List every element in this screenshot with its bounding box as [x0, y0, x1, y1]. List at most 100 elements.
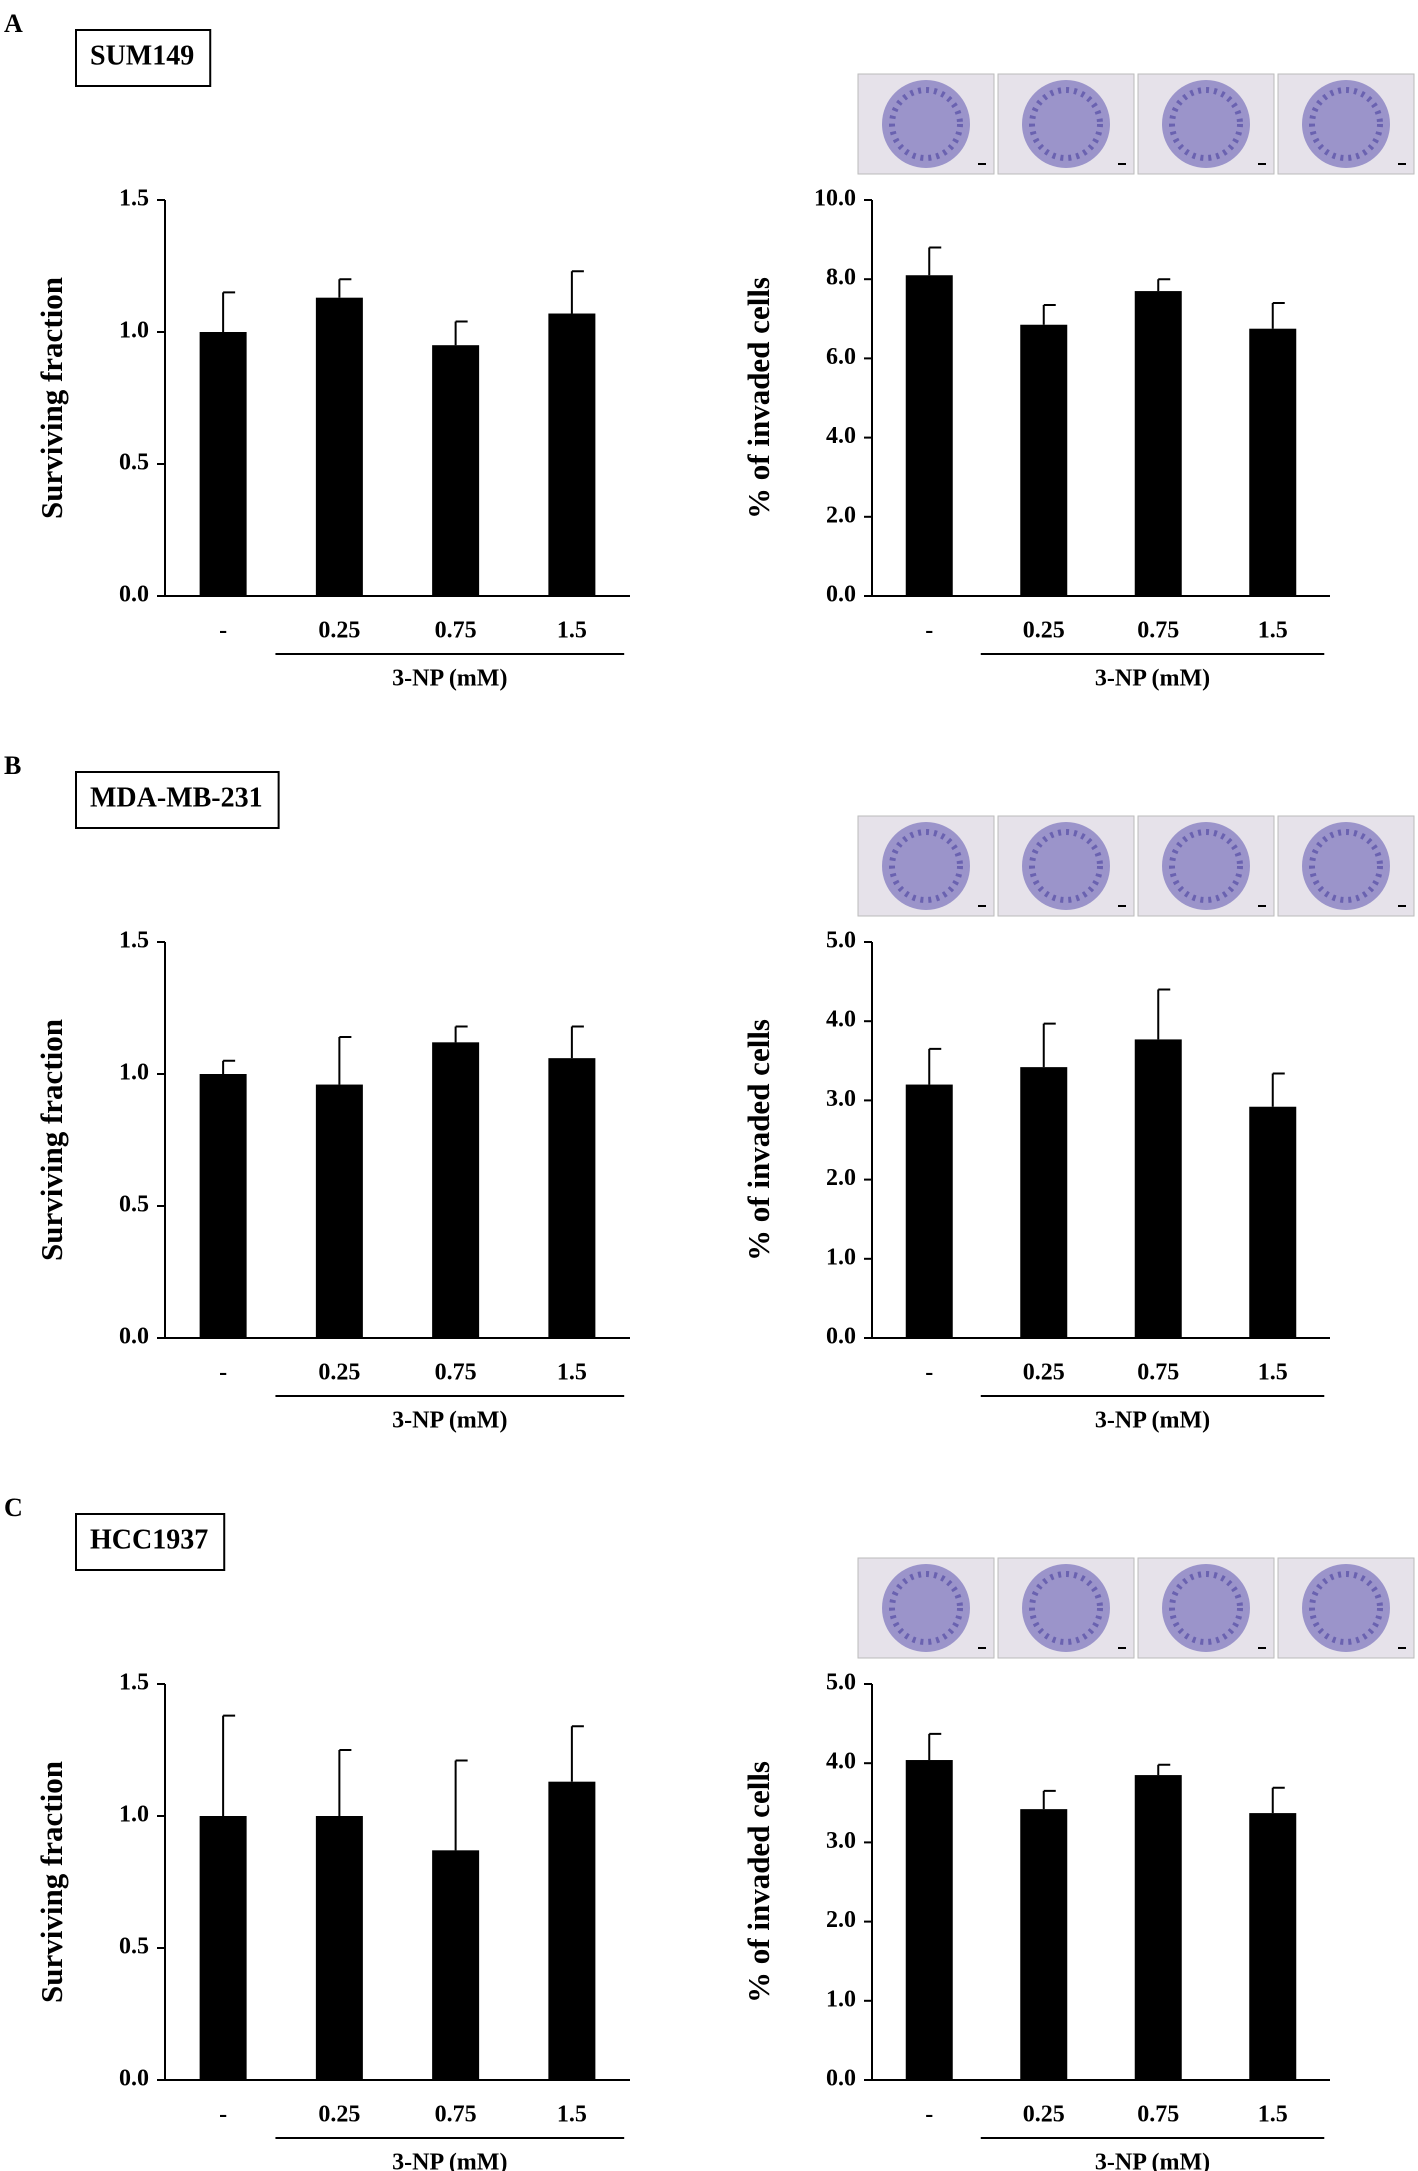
bar	[1020, 1809, 1068, 2080]
stained-cells	[882, 822, 970, 910]
bar	[1134, 1039, 1182, 1338]
error-bar	[570, 270, 584, 314]
error-bar	[1157, 1763, 1171, 1776]
stained-cells-texture	[1309, 87, 1383, 161]
cell-line-label: MDA-MB-231	[90, 782, 263, 813]
cell-line-label: SUM149	[90, 40, 194, 71]
bar	[315, 297, 363, 596]
y-tick-label: 4.0	[826, 1749, 856, 1775]
x-axis-label: 3-NP (mM)	[392, 2150, 507, 2171]
y-axis-label: Surviving fraction	[34, 1019, 69, 1261]
bar	[315, 1816, 363, 2080]
x-tick-label: 0.75	[1137, 1360, 1179, 1386]
y-tick-label: 0.5	[119, 1934, 149, 1960]
bar	[432, 345, 480, 596]
x-tick-label: 0.25	[318, 618, 360, 644]
y-tick-label: 3.0	[826, 1086, 856, 1112]
y-tick-label: 1.0	[119, 318, 149, 344]
bar	[1249, 328, 1297, 596]
bar	[1020, 1067, 1068, 1338]
x-tick-label: 0.25	[318, 1360, 360, 1386]
x-tick-label: -	[219, 618, 227, 644]
y-tick-label: 4.0	[826, 1007, 856, 1033]
y-tick-label: 2.0	[826, 1907, 856, 1933]
stained-cells	[1022, 1564, 1110, 1652]
y-tick-label: 10.0	[814, 186, 856, 212]
x-tick-label: -	[219, 2102, 227, 2128]
x-tick-label: 1.5	[1258, 1360, 1288, 1386]
x-tick-label: 1.5	[557, 1360, 587, 1386]
error-bar	[1271, 1786, 1285, 1814]
error-bar	[1157, 278, 1171, 292]
stained-cells	[1302, 822, 1390, 910]
y-tick-label: 0.0	[826, 582, 856, 608]
stained-cells-texture	[1029, 829, 1103, 903]
x-axis-label: 3-NP (mM)	[1095, 1408, 1210, 1434]
stained-cells	[1022, 822, 1110, 910]
y-tick-label: 0.5	[119, 450, 149, 476]
x-tick-label: 0.75	[435, 618, 477, 644]
bar	[432, 1850, 480, 2080]
x-axis-label: 3-NP (mM)	[1095, 2150, 1210, 2171]
y-axis-label: Surviving fraction	[34, 277, 69, 519]
bar	[905, 275, 953, 596]
bar	[1249, 1106, 1297, 1338]
stained-cells-texture	[889, 1571, 963, 1645]
bar	[1249, 1813, 1297, 2080]
bar	[315, 1084, 363, 1338]
stained-cells	[1302, 1564, 1390, 1652]
x-tick-label: 0.25	[1023, 618, 1065, 644]
y-axis-label: % of invaded cells	[741, 277, 776, 519]
y-tick-label: 1.0	[119, 1802, 149, 1828]
y-tick-label: 5.0	[826, 1670, 856, 1696]
error-bar	[1271, 1072, 1285, 1107]
stained-cells-texture	[1309, 829, 1383, 903]
error-bar	[570, 1025, 584, 1059]
stained-cells-texture	[1169, 1571, 1243, 1645]
error-bar	[454, 320, 468, 346]
y-tick-label: 0.0	[119, 1324, 149, 1350]
error-bar	[928, 1732, 942, 1761]
x-tick-label: 0.75	[435, 2102, 477, 2128]
x-axis-label: 3-NP (mM)	[392, 666, 507, 692]
cell-line-box	[75, 1513, 226, 1571]
bar	[199, 332, 247, 596]
stained-cells	[1162, 1564, 1250, 1652]
stained-cells-texture	[1169, 829, 1243, 903]
x-tick-label: 1.5	[1258, 2102, 1288, 2128]
error-bar	[1271, 301, 1285, 329]
error-bar	[1042, 1789, 1056, 1810]
y-tick-label: 1.0	[119, 1060, 149, 1086]
bar	[1134, 291, 1182, 596]
y-tick-label: 0.5	[119, 1192, 149, 1218]
error-bar	[454, 1759, 468, 1851]
panel-label: C	[4, 1493, 23, 1522]
bar	[548, 313, 596, 596]
stained-cells	[1162, 80, 1250, 168]
x-tick-label: 0.75	[1137, 618, 1179, 644]
x-tick-label: 0.75	[1137, 2102, 1179, 2128]
bar	[548, 1781, 596, 2080]
x-axis-label: 3-NP (mM)	[392, 1408, 507, 1434]
y-tick-label: 1.0	[826, 1986, 856, 2012]
error-bar	[222, 1714, 236, 1816]
y-tick-label: 1.5	[119, 1670, 149, 1696]
stained-cells	[882, 1564, 970, 1652]
x-tick-label: 0.75	[435, 1360, 477, 1386]
x-axis-label: 3-NP (mM)	[1095, 666, 1210, 692]
error-bar	[570, 1725, 584, 1782]
x-tick-label: 1.5	[557, 618, 587, 644]
y-tick-label: 0.0	[826, 1324, 856, 1350]
y-tick-label: 1.5	[119, 186, 149, 212]
x-tick-label: 1.5	[1258, 618, 1288, 644]
bar	[432, 1042, 480, 1338]
y-tick-label: 4.0	[826, 423, 856, 449]
stained-cells-texture	[1029, 87, 1103, 161]
x-tick-label: 0.25	[318, 2102, 360, 2128]
panel-label: A	[4, 9, 23, 38]
cell-line-label: HCC1937	[90, 1524, 208, 1555]
stained-cells-texture	[889, 87, 963, 161]
error-bar	[1042, 303, 1056, 325]
error-bar	[338, 1036, 352, 1085]
